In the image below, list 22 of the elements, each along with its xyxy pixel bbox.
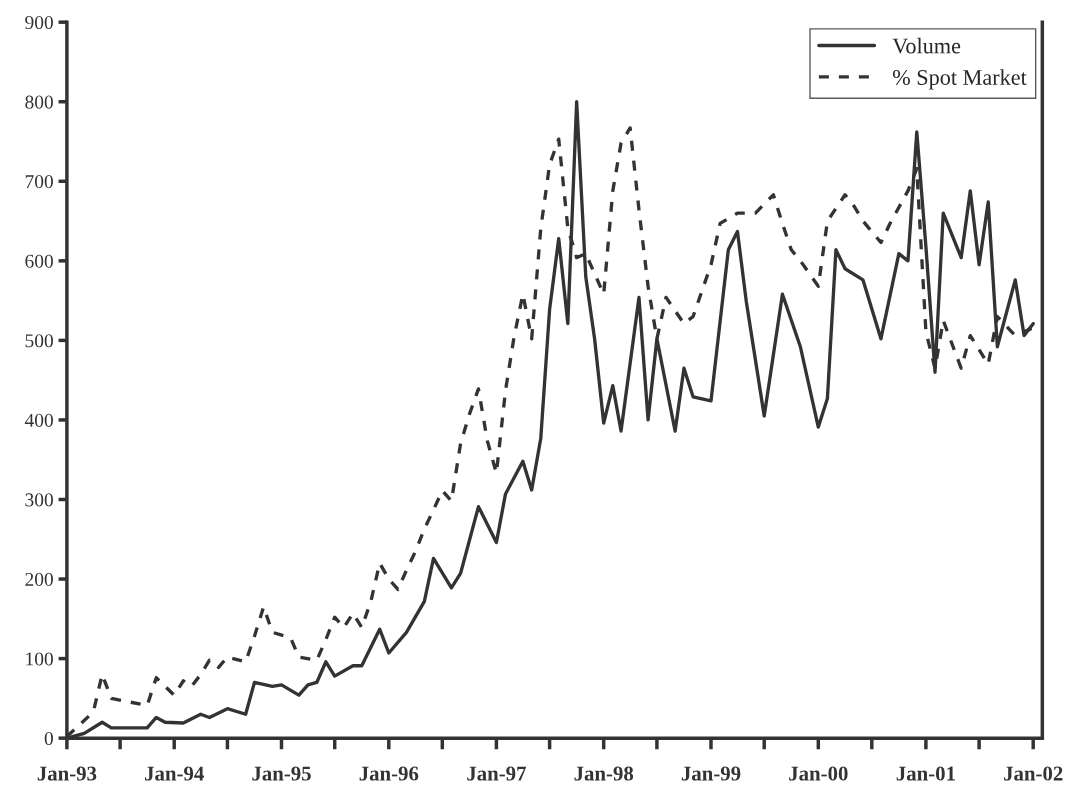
x-tick-label: Jan-99 [681,766,741,781]
y-tick-label: 700 [25,175,53,189]
x-tick-label: Jan-95 [252,766,311,781]
x-tick-label: Jan-93 [37,766,97,781]
y-tick-label: 800 [25,95,53,109]
y-tick-label: 300 [25,493,53,507]
y-tick-label: 900 [25,15,53,30]
x-tick-label: Jan-94 [145,766,204,781]
x-tick-label: Jan-00 [789,766,848,781]
legend-label: Volume [892,37,961,54]
x-tick-label: Jan-02 [1004,766,1063,781]
x-tick-label: Jan-98 [574,766,634,781]
y-tick-label: 500 [25,334,53,348]
x-tick-label: Jan-01 [896,766,955,781]
y-tick-label: 0 [44,731,53,746]
x-tick-label: Jan-96 [359,766,419,781]
legend-label: % Spot Market [892,69,1027,90]
y-tick-label: 600 [25,254,53,268]
x-tick-label: Jan-97 [467,766,526,781]
y-tick-label: 100 [26,652,53,666]
y-tick-label: 200 [25,572,53,586]
y-tick-label: 400 [24,413,53,427]
